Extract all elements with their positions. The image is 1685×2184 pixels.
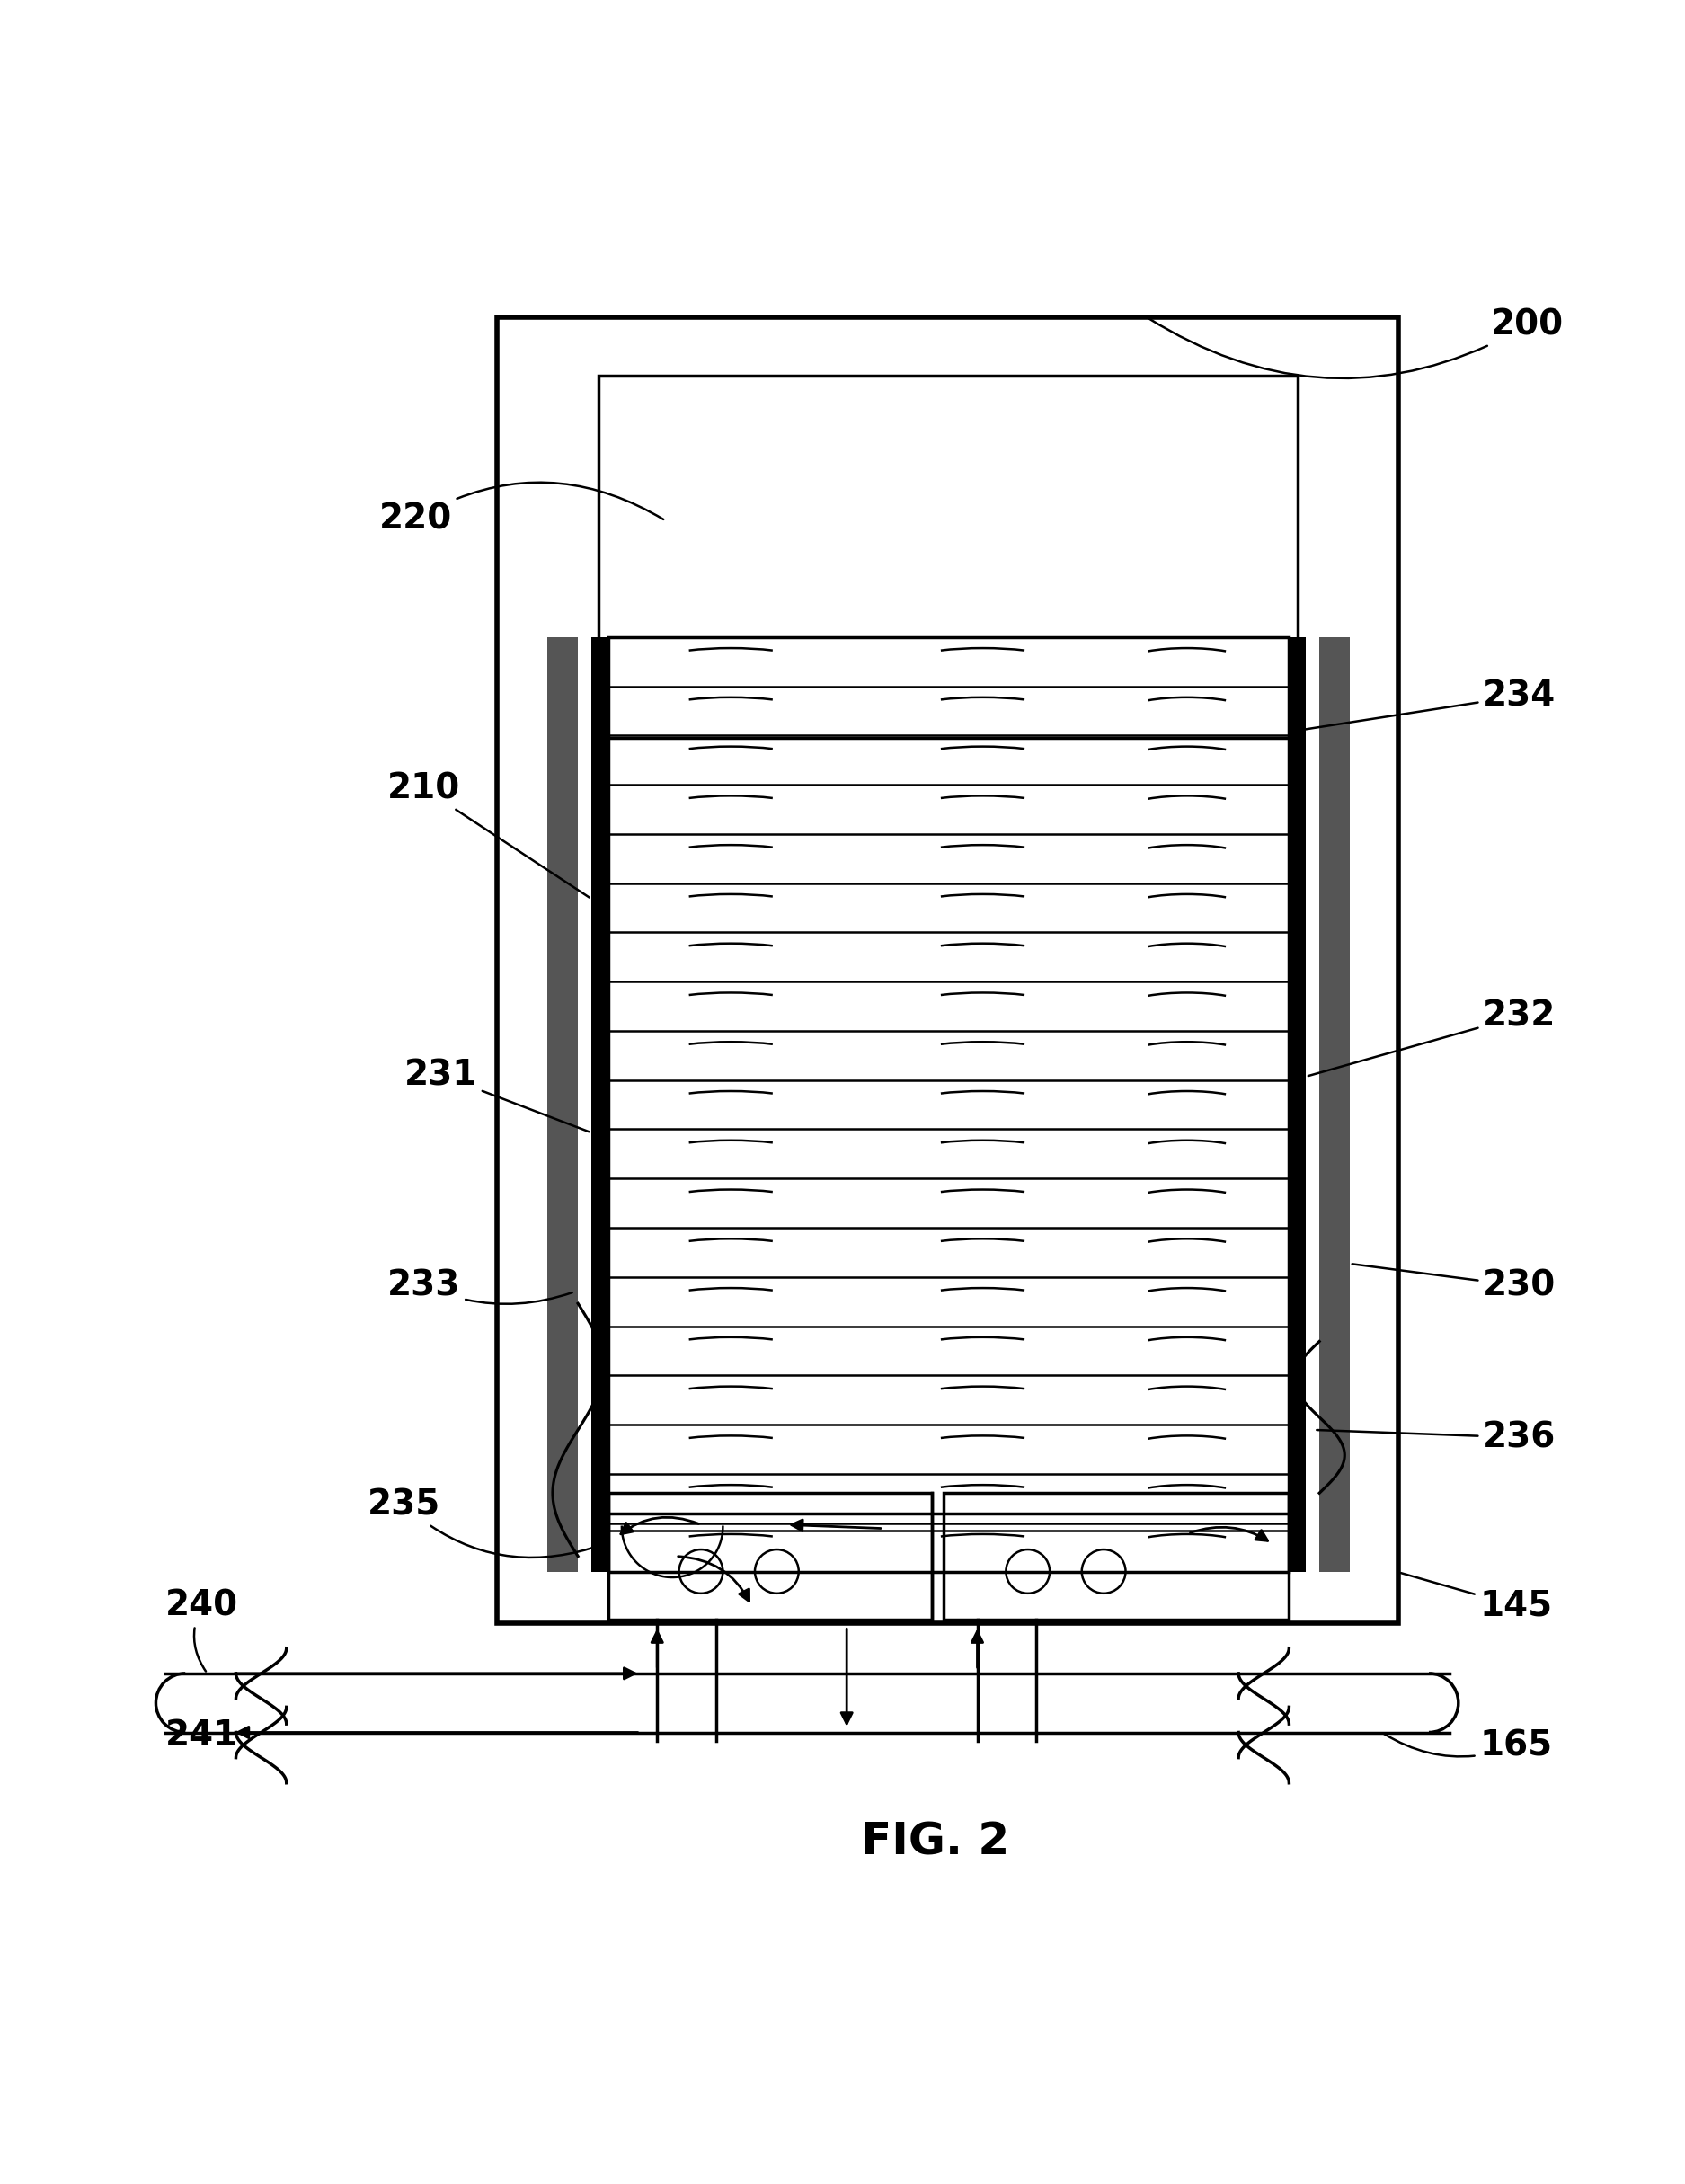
Bar	[1319, 638, 1350, 1572]
Text: 233: 233	[388, 1269, 573, 1304]
Bar	[1289, 638, 1306, 1572]
Bar	[497, 317, 1399, 1623]
Bar	[944, 1494, 1289, 1621]
Bar	[591, 638, 608, 1572]
Text: 234: 234	[1299, 679, 1555, 729]
Text: 220: 220	[379, 483, 664, 535]
Text: 165: 165	[1383, 1730, 1552, 1762]
Text: 210: 210	[388, 771, 590, 898]
Text: 231: 231	[404, 1057, 590, 1131]
Text: 241: 241	[165, 1719, 238, 1754]
Bar	[548, 638, 578, 1572]
Text: FIG. 2: FIG. 2	[861, 1819, 1009, 1863]
Text: 236: 236	[1316, 1420, 1555, 1455]
Text: 232: 232	[1308, 998, 1555, 1077]
Text: 200: 200	[1147, 308, 1564, 378]
Bar	[608, 1494, 932, 1621]
Bar	[598, 376, 1297, 738]
Text: 230: 230	[1351, 1265, 1555, 1304]
Text: 235: 235	[367, 1487, 603, 1557]
Text: 145: 145	[1400, 1572, 1552, 1623]
Bar	[608, 638, 1289, 1572]
Text: 240: 240	[165, 1590, 238, 1671]
